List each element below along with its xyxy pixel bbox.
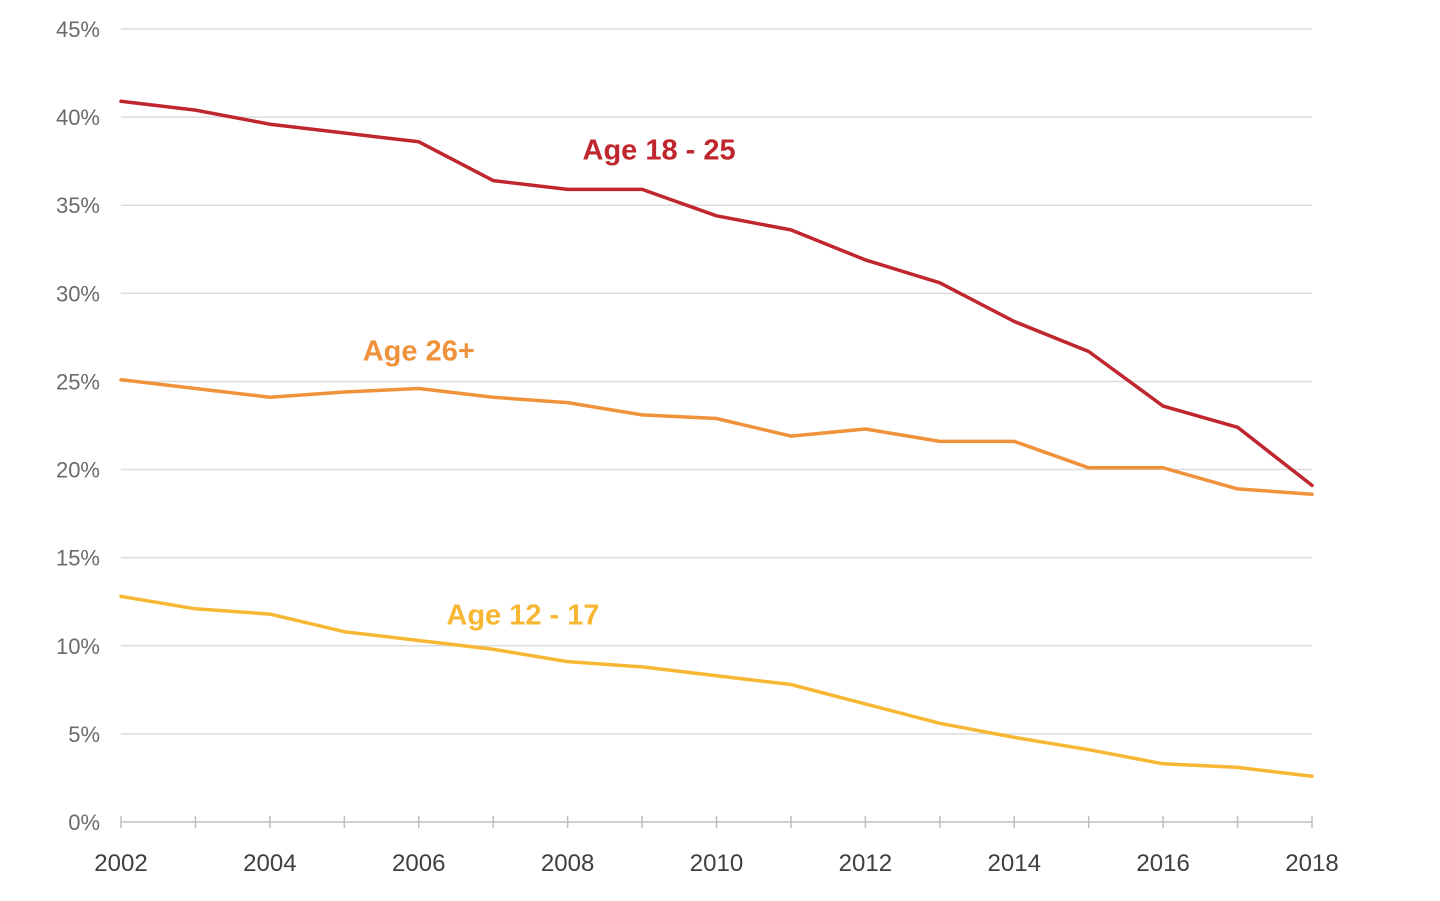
axis-layer: 0% 5% 10% 15% 20% 25% 30% 35% 40% 45% 2002 2004 2006… bbox=[56, 17, 1339, 877]
x-tick-label: 2004 bbox=[243, 850, 296, 877]
y-tick-label: 10% bbox=[56, 634, 100, 659]
y-tick-label: 30% bbox=[56, 281, 100, 306]
y-tick-label: 45% bbox=[56, 17, 100, 42]
series-layer bbox=[119, 99, 1314, 778]
series-line-age-18-25 bbox=[119, 99, 1314, 488]
x-tick-label: 2008 bbox=[541, 850, 594, 877]
x-tick-label: 2016 bbox=[1136, 850, 1189, 877]
series-label-age-18-25: Age 18 - 25 bbox=[583, 134, 736, 166]
series-label-age-26: Age 26+ bbox=[363, 335, 475, 367]
y-tick-label: 25% bbox=[56, 369, 100, 394]
y-tick-label: 15% bbox=[56, 546, 100, 571]
x-tick-label: 2018 bbox=[1285, 850, 1338, 877]
x-tick-label: 2014 bbox=[988, 850, 1041, 877]
y-tick-label: 20% bbox=[56, 458, 100, 483]
series-line-age-12-17 bbox=[119, 594, 1314, 778]
y-tick-label: 40% bbox=[56, 105, 100, 130]
x-tick-label: 2012 bbox=[839, 850, 892, 877]
series-line-age-26 bbox=[119, 377, 1314, 496]
label-layer: Age 18 - 25 Age 26+ Age 12 - 17 bbox=[363, 134, 736, 631]
y-tick-label: 35% bbox=[56, 193, 100, 218]
x-tick-label: 2010 bbox=[690, 850, 743, 877]
series-label-age-12-17: Age 12 - 17 bbox=[446, 600, 599, 632]
x-tick-label: 2002 bbox=[94, 850, 147, 877]
y-tick-label: 0% bbox=[68, 810, 100, 835]
y-tick-label: 5% bbox=[68, 722, 100, 747]
grid-layer bbox=[121, 28, 1312, 735]
x-tick-label: 2006 bbox=[392, 850, 445, 877]
